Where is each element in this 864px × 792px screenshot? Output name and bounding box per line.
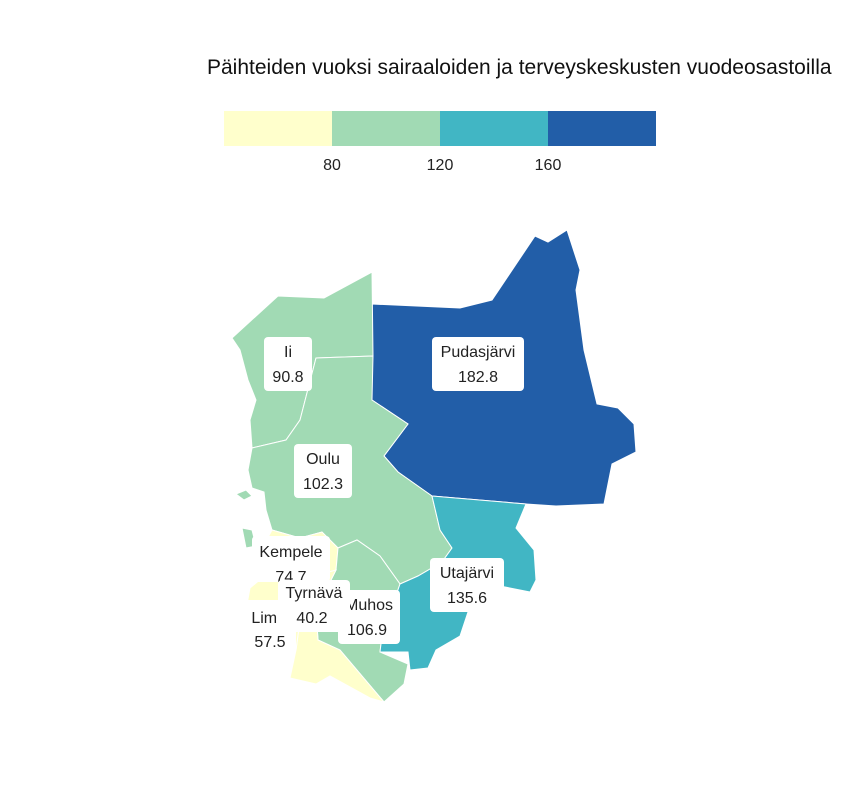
label-muhos: Muhos 106.9 <box>338 590 400 644</box>
label-tyrnava: Tyrnävä 40.2 <box>278 580 350 632</box>
label-limi-name: Limi <box>251 610 280 627</box>
map-title: Päihteiden vuoksi sairaaloiden ja tervey… <box>207 56 832 79</box>
legend-break-0: 80 <box>323 157 341 174</box>
legend-break-1: 120 <box>427 157 454 174</box>
label-utajarvi-box <box>430 558 504 612</box>
legend-swatch-2 <box>440 111 548 146</box>
label-pudasjarvi-box <box>432 337 524 391</box>
label-ii-box <box>264 337 312 391</box>
label-utajarvi-value: 135.6 <box>447 590 487 607</box>
label-tyrnava-box <box>278 580 350 632</box>
label-oulu: Oulu 102.3 <box>294 444 352 498</box>
label-kempele-box <box>252 536 330 582</box>
legend-break-2: 160 <box>535 157 562 174</box>
label-pudasjarvi-value: 182.8 <box>458 369 498 386</box>
label-ii: Ii 90.8 <box>264 337 312 391</box>
label-utajarvi-name: Utajärvi <box>440 565 494 582</box>
label-oulu-value: 102.3 <box>303 476 343 493</box>
legend-swatch-3 <box>548 111 656 146</box>
label-oulu-name: Oulu <box>306 451 340 468</box>
label-tyrnava-value: 40.2 <box>296 610 327 627</box>
label-pudasjarvi-name: Pudasjärvi <box>441 344 516 361</box>
legend-swatch-0 <box>224 111 332 146</box>
label-pudasjarvi: Pudasjärvi 182.8 <box>432 337 524 391</box>
label-muhos-value: 106.9 <box>347 622 387 639</box>
label-muhos-name: Muhos <box>345 597 393 614</box>
legend-swatch-1 <box>332 111 440 146</box>
region-oulu-island-1 <box>234 489 253 501</box>
label-limi-value: 57.5 <box>254 634 285 651</box>
label-muhos-box <box>338 590 400 644</box>
label-oulu-box <box>294 444 352 498</box>
color-legend: 80 120 160 <box>224 111 656 174</box>
label-ii-value: 90.8 <box>272 369 303 386</box>
label-kempele-name: Kempele <box>259 544 322 561</box>
label-kempele: Kempele 74.7 <box>252 536 330 586</box>
label-ii-name: Ii <box>284 344 292 361</box>
label-tyrnava-name: Tyrnävä <box>286 585 343 602</box>
label-utajarvi: Utajärvi 135.6 <box>430 558 504 612</box>
